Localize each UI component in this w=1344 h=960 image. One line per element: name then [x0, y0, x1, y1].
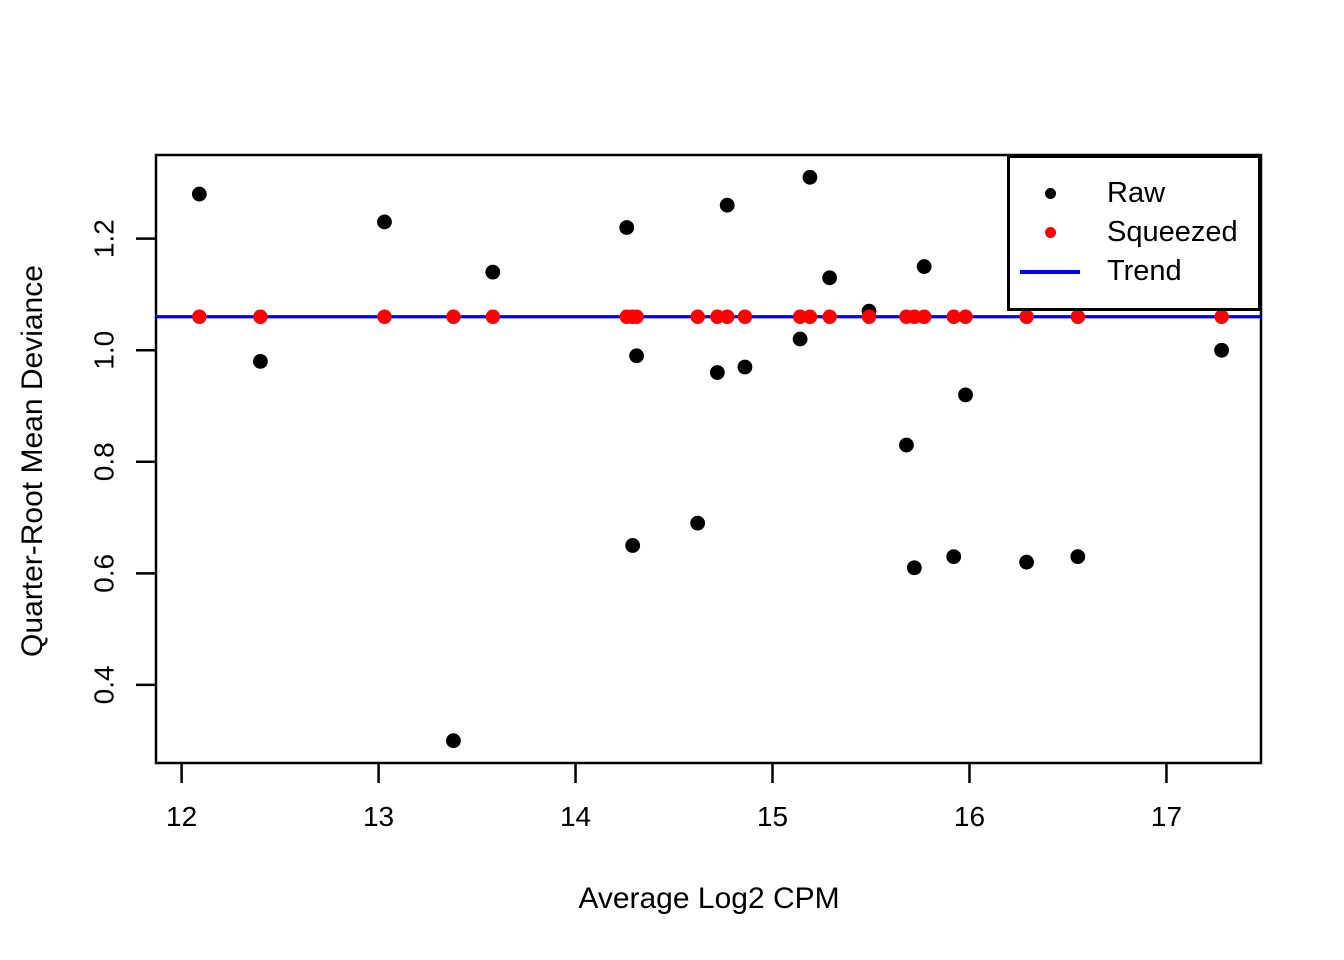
x-axis-title: Average Log2 CPM — [578, 882, 840, 915]
squeezed-point — [1214, 309, 1229, 324]
squeezed-point — [446, 309, 461, 324]
squeezed-point — [946, 309, 961, 324]
raw-point — [792, 331, 808, 347]
raw-point — [619, 220, 635, 235]
squeezed-point — [792, 309, 808, 324]
raw-point — [958, 387, 973, 403]
squeezed-point — [629, 309, 644, 324]
raw-point — [629, 348, 645, 364]
raw-point — [916, 259, 932, 274]
squeezed-point — [1070, 309, 1086, 324]
squeezed-point — [861, 309, 877, 324]
plot-border — [154, 153, 1263, 765]
y-axis-tick-label: 0.6 — [89, 554, 120, 593]
squeezed-point — [822, 309, 837, 324]
raw-point — [485, 264, 501, 280]
raw-point — [899, 437, 914, 453]
squeezed-point — [192, 309, 207, 324]
raw-point — [446, 733, 461, 749]
legend-item-squeezed: Squeezed — [1010, 213, 1258, 252]
squeezed-point — [710, 309, 725, 324]
raw-point — [946, 549, 962, 565]
trend-line-icon — [1010, 269, 1090, 274]
legend-label-raw: Raw — [1107, 177, 1166, 209]
squeezed-point — [253, 309, 268, 324]
legend-label-trend: Trend — [1107, 255, 1182, 287]
squeezed-point — [907, 309, 922, 324]
raw-point-icon — [1010, 188, 1090, 199]
y-axis-tick-label: 0.4 — [89, 665, 120, 704]
legend-item-raw: Raw — [1010, 174, 1258, 213]
raw-point — [737, 359, 753, 375]
raw-point — [906, 560, 922, 576]
legend-label-squeezed: Squeezed — [1107, 216, 1238, 248]
squeezed-point — [737, 309, 753, 324]
raw-point — [191, 186, 207, 202]
x-axis-tick-label: 16 — [954, 801, 985, 832]
raw-point — [1214, 342, 1230, 358]
squeezed-point — [802, 309, 818, 324]
squeezed-point — [690, 309, 705, 324]
raw-point — [719, 197, 735, 213]
raw-point — [802, 169, 818, 185]
legend: Raw Squeezed Trend — [1007, 155, 1261, 311]
raw-point — [1070, 549, 1086, 565]
x-axis-tick-label: 12 — [166, 801, 197, 832]
x-axis-tick-label: 13 — [363, 801, 394, 832]
raw-point — [377, 214, 392, 230]
squeezed-point — [377, 309, 392, 324]
x-axis-tick-label: 15 — [757, 801, 788, 832]
squeezed-point — [958, 309, 973, 324]
raw-point — [822, 270, 838, 286]
y-axis-tick-label: 0.8 — [89, 442, 120, 481]
squeezed-point — [1019, 309, 1034, 324]
legend-item-trend: Trend — [1010, 252, 1258, 291]
x-axis-tick-label: 14 — [560, 801, 591, 832]
y-axis-tick-label: 1.2 — [89, 219, 120, 258]
squeezed-point-icon — [1010, 227, 1090, 238]
raw-point — [709, 365, 725, 380]
raw-point — [625, 538, 641, 553]
x-axis-tick-label: 17 — [1151, 801, 1182, 832]
raw-point — [252, 353, 268, 369]
squeezed-point — [916, 309, 932, 324]
y-axis-title: Quarter-Root Mean Deviance — [16, 265, 49, 657]
raw-point — [1019, 554, 1035, 570]
squeezed-point — [485, 309, 501, 324]
raw-point — [690, 515, 706, 531]
y-axis-tick-label: 1.0 — [89, 331, 120, 370]
squeezed-point — [720, 309, 735, 324]
